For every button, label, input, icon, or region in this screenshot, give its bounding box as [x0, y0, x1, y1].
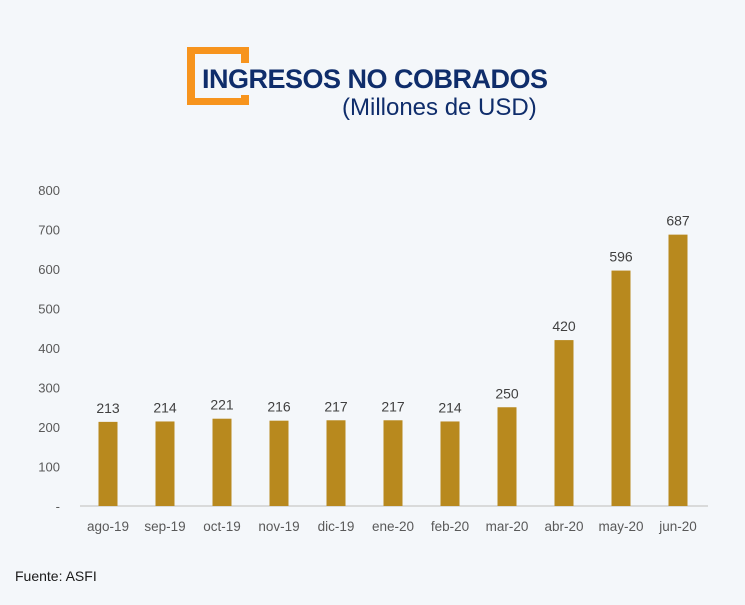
bar-feb-20 — [440, 421, 460, 506]
bar-abr-20 — [554, 340, 574, 506]
data-label: 420 — [552, 318, 576, 334]
bracket-logo-icon — [187, 47, 249, 105]
y-tick-label: 800 — [38, 183, 60, 198]
x-tick-label: nov-19 — [258, 519, 299, 534]
chart-header: INGRESOS NO COBRADOS (Millones de USD) — [0, 0, 745, 130]
chart-title: INGRESOS NO COBRADOS — [200, 64, 550, 95]
data-label: 221 — [210, 397, 234, 413]
y-tick-label: 100 — [38, 460, 60, 475]
y-tick-label: 500 — [38, 302, 60, 317]
bar-mar-20 — [497, 407, 517, 506]
x-tick-label: dic-19 — [318, 519, 355, 534]
x-tick-label: oct-19 — [203, 519, 241, 534]
data-label: 214 — [438, 399, 462, 415]
data-label: 217 — [324, 398, 348, 414]
y-tick-label: 700 — [38, 223, 60, 238]
bar-ago-19 — [98, 421, 118, 506]
x-tick-label: jun-20 — [658, 519, 697, 534]
x-tick-label: feb-20 — [431, 519, 469, 534]
data-label: 217 — [381, 398, 405, 414]
bar-nov-19 — [269, 420, 289, 506]
x-axis: ago-19 sep-19 oct-19 nov-19 dic-19 ene-20 feb-… — [87, 519, 697, 534]
y-tick-label: 600 — [38, 262, 60, 277]
y-tick-label: 200 — [38, 420, 60, 435]
bar-jun-20 — [668, 234, 688, 506]
x-tick-label: ene-20 — [372, 519, 414, 534]
bars — [98, 234, 688, 506]
x-tick-label: abr-20 — [544, 519, 583, 534]
y-tick-label: 400 — [38, 341, 60, 356]
bar-may-20 — [611, 270, 631, 506]
data-label: 687 — [666, 213, 690, 229]
source-note: Fuente: ASFI — [15, 568, 97, 584]
chart-subtitle: (Millones de USD) — [342, 94, 537, 121]
data-label: 250 — [495, 385, 519, 401]
data-label: 216 — [267, 399, 291, 415]
bar-sep-19 — [155, 421, 175, 506]
data-label: 596 — [609, 249, 633, 265]
y-tick-label: - — [56, 499, 60, 514]
data-label: 213 — [96, 400, 120, 416]
y-tick-label: 300 — [38, 381, 60, 396]
y-axis: - 100 200 300 400 500 600 700 800 — [38, 183, 60, 514]
bar-oct-19 — [212, 418, 232, 506]
x-tick-label: may-20 — [598, 519, 643, 534]
data-label: 214 — [153, 399, 177, 415]
bar-ene-20 — [383, 420, 403, 506]
data-labels: 213 214 221 216 217 217 214 250 420 596 687 — [96, 213, 690, 416]
x-tick-label: ago-19 — [87, 519, 129, 534]
x-tick-label: sep-19 — [144, 519, 185, 534]
x-tick-label: mar-20 — [486, 519, 529, 534]
bar-dic-19 — [326, 420, 346, 506]
